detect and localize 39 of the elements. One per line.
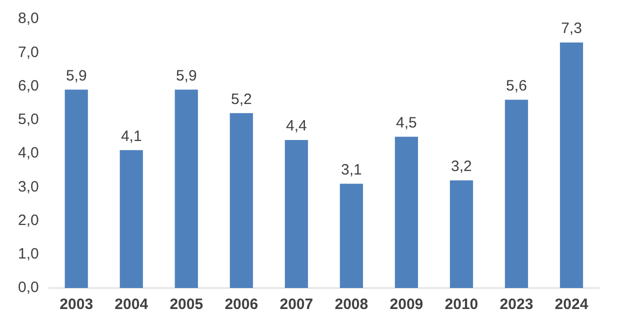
bar (340, 184, 363, 288)
data-label: 4,1 (120, 128, 142, 145)
y-tick-label: 2,0 (18, 212, 39, 229)
x-tick-label: 2004 (114, 296, 149, 314)
y-tick-label: 4,0 (18, 144, 39, 162)
data-label: 4,4 (286, 118, 307, 135)
data-label: 3,2 (451, 158, 472, 176)
data-label: 5,2 (230, 90, 252, 108)
x-tick-label: 2005 (170, 296, 204, 314)
y-tick-label: 5,0 (18, 111, 39, 128)
bar (120, 150, 143, 288)
bar (284, 140, 308, 288)
data-label: 5,6 (506, 77, 527, 94)
bar (230, 113, 253, 288)
y-tick-label: 1,0 (18, 246, 39, 263)
bar (450, 180, 474, 288)
x-tick-label: 2003 (60, 296, 94, 314)
data-label: 4,5 (396, 114, 417, 132)
data-label: 3,1 (341, 161, 362, 178)
bar (64, 90, 88, 288)
x-tick-label: 2007 (280, 296, 314, 314)
y-tick-label: 7,0 (18, 44, 39, 61)
x-tick-label: 2023 (500, 296, 534, 314)
bar (504, 100, 528, 288)
data-label: 7,3 (561, 20, 582, 38)
data-label: 5,9 (176, 67, 197, 84)
bar (394, 136, 418, 288)
x-tick-label: 2024 (554, 296, 589, 314)
y-tick-label: 0,0 (18, 279, 39, 296)
y-tick-label: 3,0 (18, 178, 39, 196)
y-tick-label: 8,0 (18, 10, 39, 28)
x-tick-label: 2008 (334, 296, 368, 314)
bar (560, 42, 584, 288)
data-label: 5,9 (66, 67, 87, 84)
y-tick-label: 6,0 (18, 77, 39, 94)
bar (174, 90, 198, 288)
x-tick-label: 2006 (224, 296, 258, 314)
x-tick-label: 2010 (444, 296, 478, 314)
x-tick-label: 2009 (390, 296, 424, 314)
